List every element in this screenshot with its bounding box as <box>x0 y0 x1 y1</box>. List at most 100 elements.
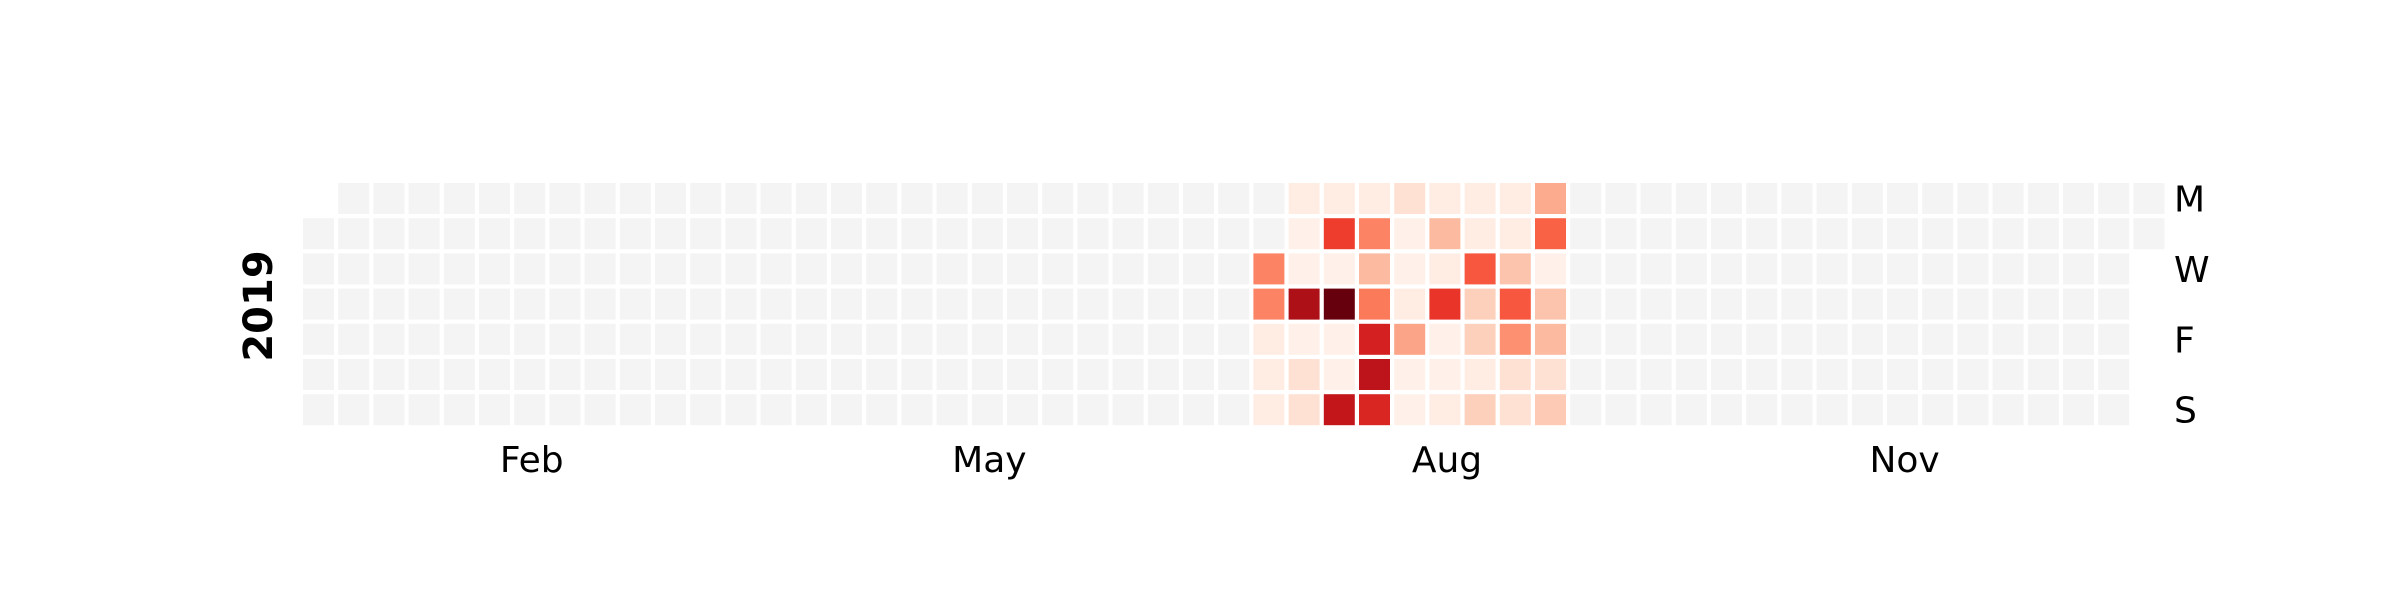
heatmap-cell <box>936 323 968 355</box>
heatmap-cells <box>303 183 2165 426</box>
heatmap-cell-active <box>1499 253 1531 285</box>
heatmap-cell <box>303 394 334 426</box>
heatmap-cell <box>1957 183 1989 214</box>
heatmap-cell <box>1112 218 1144 250</box>
heatmap-cell <box>1605 394 1637 426</box>
heatmap-cell <box>584 218 616 250</box>
heatmap-cell <box>479 288 510 320</box>
heatmap-cell <box>1675 359 1707 390</box>
heatmap-cell <box>1605 253 1637 285</box>
heatmap-cell <box>1042 218 1074 250</box>
heatmap-cell <box>1887 218 1918 250</box>
heatmap-cell <box>1746 288 1778 320</box>
heatmap-cell <box>1675 253 1707 285</box>
heatmap-cell <box>1922 394 1954 426</box>
heatmap-cell <box>831 323 862 355</box>
heatmap-cell <box>514 394 546 426</box>
heatmap-cell <box>831 394 862 426</box>
heatmap-cell <box>2027 323 2059 355</box>
heatmap-cell-active <box>1429 253 1461 285</box>
heatmap-cell <box>479 183 510 214</box>
heatmap-cell <box>1992 253 2024 285</box>
heatmap-cell-active <box>1535 323 1566 355</box>
heatmap-cell <box>760 359 792 390</box>
heatmap-cell <box>2027 394 2059 426</box>
heatmap-cell <box>1711 218 1742 250</box>
heatmap-cell <box>1112 394 1144 426</box>
heatmap-cell-active <box>1394 394 1426 426</box>
heatmap-cell <box>619 288 651 320</box>
heatmap-cell <box>1570 218 1602 250</box>
heatmap-cell-active <box>1464 288 1496 320</box>
heatmap-cell <box>831 253 862 285</box>
heatmap-cell <box>2063 288 2094 320</box>
heatmap-cell-active <box>1288 323 1320 355</box>
heatmap-cell <box>373 323 405 355</box>
heatmap-cell-active <box>1394 253 1426 285</box>
heatmap-cell <box>338 359 370 390</box>
heatmap-cell <box>1042 323 1074 355</box>
heatmap-cell <box>1887 183 1918 214</box>
heatmap-cell <box>338 323 370 355</box>
heatmap-cell <box>795 183 827 214</box>
month-label: Feb <box>500 440 564 481</box>
heatmap-cell <box>655 218 686 250</box>
heatmap-cell <box>1007 288 1038 320</box>
heatmap-cell <box>1816 218 1848 250</box>
heatmap-cell <box>303 288 334 320</box>
heatmap-cell <box>795 323 827 355</box>
heatmap-cell <box>1746 218 1778 250</box>
heatmap-cell <box>1183 253 1214 285</box>
heatmap-cell <box>1218 359 1250 390</box>
heatmap-cell <box>760 218 792 250</box>
heatmap-cell <box>831 288 862 320</box>
heatmap-cell <box>1570 288 1602 320</box>
heatmap-cell <box>1218 394 1250 426</box>
heatmap-cell <box>1992 394 2024 426</box>
heatmap-cell <box>1640 218 1672 250</box>
heatmap-cell <box>971 323 1003 355</box>
heatmap-cell-active <box>1499 394 1531 426</box>
heatmap-cell <box>408 288 440 320</box>
heatmap-cell <box>971 288 1003 320</box>
heatmap-cell <box>1570 323 1602 355</box>
heatmap-cell-active <box>1499 218 1531 250</box>
heatmap-cell-active <box>1359 359 1390 390</box>
heatmap-cell <box>2098 323 2130 355</box>
heatmap-cell <box>1711 359 1742 390</box>
heatmap-cell <box>1640 288 1672 320</box>
heatmap-cell <box>795 394 827 426</box>
heatmap-cell <box>443 253 475 285</box>
heatmap-cell <box>1746 253 1778 285</box>
heatmap-cell <box>690 288 722 320</box>
heatmap-cell-active <box>1359 323 1390 355</box>
heatmap-cell <box>2027 183 2059 214</box>
heatmap-cell-active <box>1323 218 1355 250</box>
heatmap-cell <box>936 359 968 390</box>
heatmap-cell <box>725 218 757 250</box>
heatmap-cell <box>1887 323 1918 355</box>
heatmap-cell <box>760 394 792 426</box>
heatmap-cell <box>866 183 898 214</box>
heatmap-cell-active <box>1288 253 1320 285</box>
heatmap-cell <box>1816 394 1848 426</box>
heatmap-cell <box>2063 183 2094 214</box>
heatmap-cell-active <box>1394 323 1426 355</box>
year-label: 2019 <box>236 250 282 361</box>
heatmap-cell <box>338 288 370 320</box>
heatmap-cell <box>408 359 440 390</box>
heatmap-cell <box>479 359 510 390</box>
heatmap-cell <box>1570 394 1602 426</box>
heatmap-cell <box>2098 394 2130 426</box>
heatmap-cell <box>584 253 616 285</box>
heatmap-cell <box>690 218 722 250</box>
heatmap-cell <box>2098 183 2130 214</box>
heatmap-cell <box>1675 323 1707 355</box>
heatmap-cell <box>1042 394 1074 426</box>
heatmap-cell <box>549 323 581 355</box>
heatmap-cell <box>971 359 1003 390</box>
heatmap-cell <box>901 183 933 214</box>
heatmap-cell <box>1253 183 1285 214</box>
heatmap-cell <box>1077 323 1109 355</box>
heatmap-cell <box>2027 253 2059 285</box>
